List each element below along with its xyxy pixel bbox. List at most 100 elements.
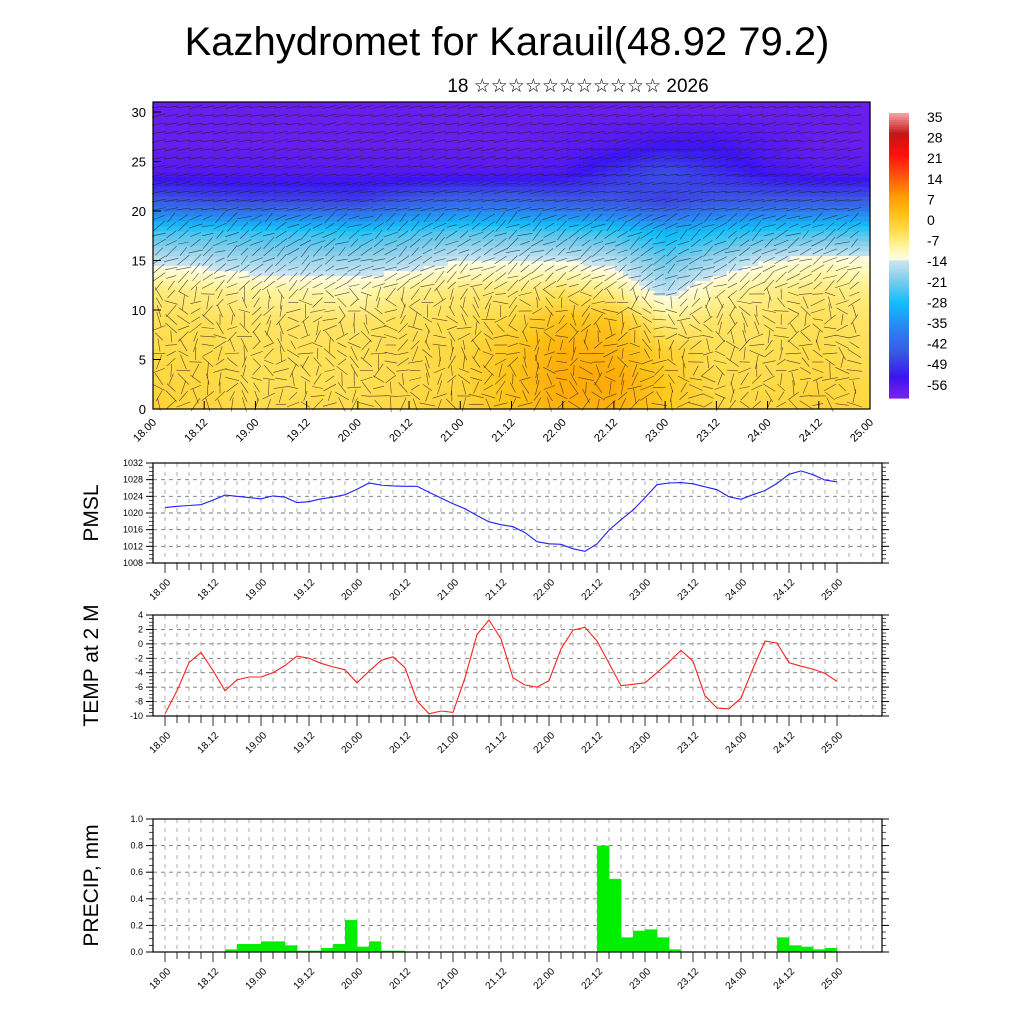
heatmap-cell	[272, 329, 282, 336]
heatmap-cell	[360, 305, 369, 311]
heatmap-cell	[320, 300, 329, 306]
heatmap-cell	[527, 379, 536, 385]
heatmap-cell	[543, 399, 552, 405]
heatmap-cell	[200, 329, 210, 336]
heatmap-cell	[423, 384, 433, 390]
heatmap-cell	[782, 384, 791, 390]
heatmap-cell	[694, 364, 704, 370]
heatmap-cell	[591, 131, 600, 138]
heatmap-cell	[431, 295, 441, 301]
heatmap-cell	[774, 364, 783, 370]
heatmap-cell	[615, 141, 624, 148]
heatmap-cell	[232, 329, 242, 336]
heatmap-cell	[758, 379, 768, 385]
heatmap-cell	[216, 131, 226, 138]
heatmap-cell	[312, 230, 321, 237]
heatmap-cell	[232, 121, 242, 128]
heatmap-cell	[527, 404, 536, 410]
heatmap-cell	[320, 181, 329, 187]
heatmap-cell	[248, 314, 258, 321]
heatmap-cell	[694, 186, 704, 192]
heatmap-cell	[471, 196, 481, 202]
heatmap-cell	[734, 260, 744, 267]
heatmap-cell	[336, 156, 345, 163]
heatmap-cell	[336, 111, 345, 118]
heatmap-cell	[726, 290, 736, 296]
heatmap-cell	[654, 245, 664, 252]
heatmap-cell	[535, 235, 544, 242]
heatmap-cell	[264, 295, 274, 301]
heatmap-cell	[161, 107, 170, 113]
heatmap-cell	[312, 310, 321, 316]
heatmap-cell	[336, 141, 345, 148]
heatmap-cell	[216, 290, 226, 296]
heatmap-cell	[320, 379, 329, 385]
heatmap-cell	[559, 156, 568, 163]
heatmap-cell	[503, 225, 513, 232]
heatmap-cell	[224, 300, 234, 306]
heatmap-cell	[487, 107, 497, 113]
heatmap-cell	[304, 384, 313, 390]
heatmap-cell	[256, 399, 266, 405]
heatmap-cell	[192, 275, 202, 281]
heatmap-cell	[479, 404, 489, 410]
heatmap-cell	[368, 255, 377, 262]
heatmap-cell	[583, 151, 592, 158]
heatmap-cell	[368, 151, 377, 158]
heatmap-cell	[734, 240, 744, 247]
heatmap-cell	[224, 146, 234, 153]
heatmap-cell	[782, 151, 791, 158]
heatmap-cell	[368, 354, 377, 361]
heatmap-cell	[256, 206, 266, 212]
heatmap-cell	[567, 146, 576, 153]
heatmap-cell	[153, 206, 162, 212]
heatmap-cell	[280, 230, 290, 237]
heatmap-cell	[631, 156, 640, 163]
heatmap-cell	[750, 399, 760, 405]
heatmap-cell	[591, 201, 600, 207]
heatmap-cell	[495, 305, 505, 311]
heatmap-cell	[726, 300, 736, 306]
heatmap-cell	[654, 181, 664, 187]
heatmap-cell	[607, 260, 616, 267]
heatmap-cell	[639, 176, 648, 182]
heatmap-cell	[686, 344, 696, 351]
heatmap-cell	[567, 265, 576, 271]
heatmap-cell	[415, 131, 425, 138]
heatmap-cell	[471, 181, 481, 187]
heatmap-cell	[216, 210, 226, 217]
heatmap-cell	[718, 329, 728, 336]
heatmap-cell	[487, 255, 497, 262]
heatmap-cell	[575, 295, 584, 301]
heatmap-cell	[344, 379, 353, 385]
heatmap-cell	[750, 374, 760, 380]
heatmap-cell	[240, 102, 250, 108]
heatmap-cell	[527, 215, 536, 222]
heatmap-cell	[694, 245, 704, 252]
heatmap-cell	[742, 389, 752, 395]
heatmap-cell	[312, 404, 321, 410]
heatmap-cell	[543, 305, 552, 311]
heatmap-cell	[591, 126, 600, 133]
heatmap-cell	[567, 230, 576, 237]
heatmap-cell	[678, 379, 688, 385]
heatmap-cell	[646, 116, 656, 123]
heatmap-cell	[583, 235, 592, 242]
heatmap-cell	[161, 314, 170, 321]
heatmap-cell	[575, 324, 584, 331]
heatmap-cell	[575, 319, 584, 326]
heatmap-cell	[280, 191, 290, 197]
heatmap-cell	[702, 245, 712, 252]
heatmap-cell	[718, 310, 728, 316]
heatmap-cell	[662, 305, 672, 311]
heatmap-cell	[280, 215, 290, 222]
heatmap-cell	[646, 250, 656, 257]
heatmap-cell	[360, 364, 369, 370]
heatmap-cell	[479, 255, 489, 262]
heatmap-cell	[623, 186, 632, 192]
heatmap-cell	[583, 250, 592, 257]
heatmap-cell	[766, 329, 775, 336]
heatmap-cell	[272, 379, 282, 385]
heatmap-cell	[535, 220, 544, 227]
heatmap-cell	[423, 349, 433, 356]
